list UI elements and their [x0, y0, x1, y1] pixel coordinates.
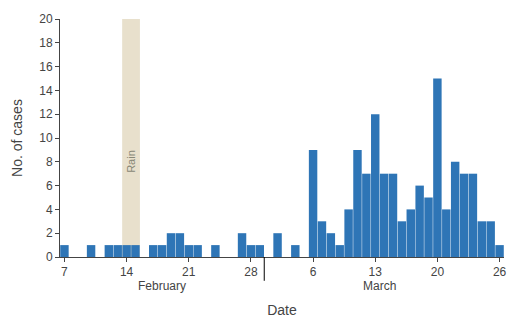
svg-text:10: 10 [39, 131, 53, 145]
svg-text:6: 6 [310, 265, 317, 279]
svg-text:0: 0 [46, 250, 53, 264]
svg-text:Date: Date [267, 302, 297, 318]
svg-text:8: 8 [46, 155, 53, 169]
svg-text:14: 14 [39, 84, 53, 98]
svg-text:12: 12 [39, 107, 53, 121]
svg-text:No. of cases: No. of cases [9, 99, 25, 177]
svg-text:13: 13 [369, 265, 383, 279]
svg-text:18: 18 [39, 36, 53, 50]
svg-text:28: 28 [244, 265, 258, 279]
svg-text:16: 16 [39, 60, 53, 74]
svg-text:6: 6 [46, 179, 53, 193]
svg-text:4: 4 [46, 203, 53, 217]
svg-text:14: 14 [120, 265, 134, 279]
svg-text:March: March [363, 279, 396, 293]
svg-text:February: February [138, 279, 186, 293]
svg-text:Rain: Rain [125, 150, 137, 173]
svg-text:26: 26 [493, 265, 507, 279]
svg-text:20: 20 [39, 12, 53, 26]
svg-text:7: 7 [61, 265, 68, 279]
svg-text:2: 2 [46, 226, 53, 240]
svg-text:21: 21 [182, 265, 196, 279]
svg-text:20: 20 [431, 265, 445, 279]
